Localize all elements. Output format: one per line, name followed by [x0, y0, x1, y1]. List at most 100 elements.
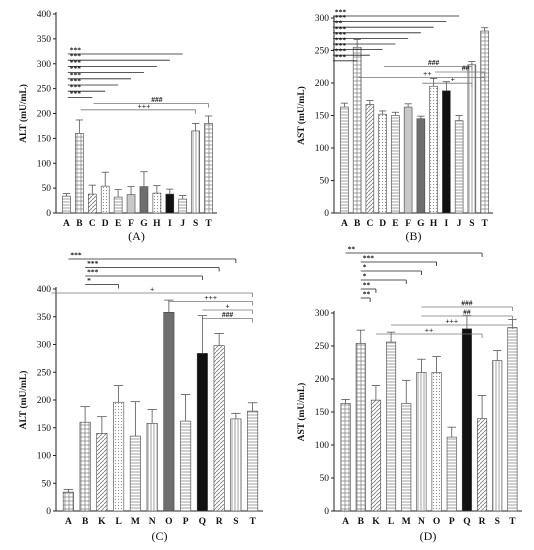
x-tick-label-J: J — [457, 219, 462, 229]
significance-label: *** — [70, 77, 82, 86]
y-tick-label: 400 — [37, 10, 52, 20]
x-tick-label-N: N — [418, 517, 425, 527]
x-tick-label-S: S — [233, 517, 238, 527]
y-tick-label: 150 — [315, 112, 330, 122]
significance-label: *** — [87, 268, 99, 277]
y-tick-label: 150 — [37, 424, 52, 434]
x-tick-label-Q: Q — [199, 517, 206, 527]
significance-label: *** — [335, 41, 347, 50]
x-tick-label-B: B — [354, 219, 361, 229]
significance-label: * — [363, 272, 367, 281]
bar-G — [139, 186, 149, 214]
significance-label: ** — [335, 19, 343, 28]
bar-O — [163, 312, 175, 512]
panel-label: (C) — [152, 529, 168, 543]
bar-T — [204, 123, 213, 214]
x-tick-label-P: P — [183, 517, 189, 527]
x-tick-label-E: E — [392, 219, 398, 229]
y-tick-label: 300 — [315, 309, 330, 319]
y-tick-label: 100 — [37, 159, 52, 169]
y-tick-label: 300 — [37, 60, 52, 70]
significance-label: +++ — [445, 317, 458, 326]
significance-label: + — [225, 302, 229, 311]
y-tick-label: 250 — [315, 47, 330, 57]
significance-label: ### — [461, 299, 473, 308]
x-tick-label-B: B — [358, 517, 365, 527]
bar-A — [340, 403, 351, 512]
y-tick-label: 50 — [320, 177, 330, 187]
x-tick-label-M: M — [131, 517, 140, 527]
significance-label: *** — [70, 70, 82, 79]
chart-panel-1: 0 50 100 150 200 250 300 350 400 ALT (mU/mL) A B C D E… — [18, 10, 217, 243]
significance-label: *** — [70, 52, 82, 61]
significance-label: *** — [70, 83, 82, 92]
bar-A — [62, 195, 71, 214]
y-tick-label: 350 — [37, 35, 52, 45]
y-tick-label: 200 — [315, 375, 330, 385]
bar-Q — [196, 353, 208, 512]
bar-L — [386, 341, 397, 512]
bar-D — [378, 113, 387, 214]
x-tick-label-L: L — [388, 517, 394, 527]
x-tick-label-G: G — [417, 219, 425, 229]
significance-label: *** — [335, 24, 347, 33]
x-tick-label-C: C — [89, 219, 96, 229]
significance-label: + — [451, 75, 455, 84]
x-tick-label-Q: Q — [463, 517, 470, 527]
significance-label: *** — [70, 64, 82, 73]
panel-label: (A) — [128, 229, 145, 243]
bar-I — [442, 90, 451, 214]
y-tick-label: 100 — [315, 144, 330, 154]
bar-E — [391, 115, 400, 214]
x-tick-label-B: B — [76, 219, 83, 229]
x-tick-label-S: S — [469, 219, 474, 229]
x-tick-label-C: C — [366, 219, 373, 229]
bar-M — [129, 435, 141, 512]
panel-label: (D) — [420, 529, 437, 543]
y-tick-label: 100 — [315, 441, 330, 451]
x-tick-label-H: H — [153, 219, 161, 229]
significance-label: * — [363, 263, 367, 272]
y-axis-title: ALT (mU/mL) — [18, 84, 29, 143]
x-tick-label-D: D — [379, 219, 386, 229]
y-tick-label: 50 — [42, 184, 52, 194]
x-tick-label-T: T — [249, 517, 256, 527]
y-tick-label: 0 — [324, 209, 329, 219]
x-tick-label-E: E — [115, 219, 121, 229]
bar-B — [79, 421, 91, 512]
y-tick-label: 250 — [315, 342, 330, 352]
significance-label: *** — [335, 47, 347, 56]
y-tick-label: 0 — [46, 209, 51, 219]
significance-label: *** — [363, 254, 375, 263]
x-tick-label-B: B — [82, 517, 89, 527]
significance-label: *** — [70, 89, 82, 98]
bar-S — [492, 360, 503, 512]
x-tick-label-K: K — [98, 517, 106, 527]
bar-I — [165, 193, 175, 214]
x-tick-label-O: O — [433, 517, 440, 527]
bar-R — [477, 418, 488, 512]
significance-label: ** — [363, 290, 371, 299]
significance-label: *** — [70, 46, 82, 55]
panel-label: (B) — [406, 229, 422, 243]
x-tick-label-R: R — [479, 517, 486, 527]
chart-panel-2: 0 50 100 150 200 250 300 AST (mU/mL) A B C D E F G H I J S… — [296, 8, 493, 243]
bar-R — [213, 345, 225, 512]
significance-label: ## — [462, 64, 470, 73]
bar-K — [370, 399, 381, 512]
bar-B — [355, 343, 366, 512]
significance-label: ### — [222, 310, 234, 319]
significance-label: + — [150, 285, 154, 294]
x-tick-label-K: K — [372, 517, 380, 527]
significance-label: *** — [335, 13, 347, 22]
bar-A — [62, 491, 74, 512]
chart-panel-3: 0 50 100 150 200 250 300 350 400 ALT (mU/mL) A B K L M… — [18, 251, 263, 543]
bar-A — [340, 106, 349, 214]
significance-label: ++ — [425, 326, 434, 335]
bar-O — [431, 372, 442, 512]
x-tick-label-A: A — [342, 517, 349, 527]
y-tick-label: 250 — [37, 85, 52, 95]
bar-H — [429, 85, 438, 214]
x-tick-label-R: R — [216, 517, 223, 527]
